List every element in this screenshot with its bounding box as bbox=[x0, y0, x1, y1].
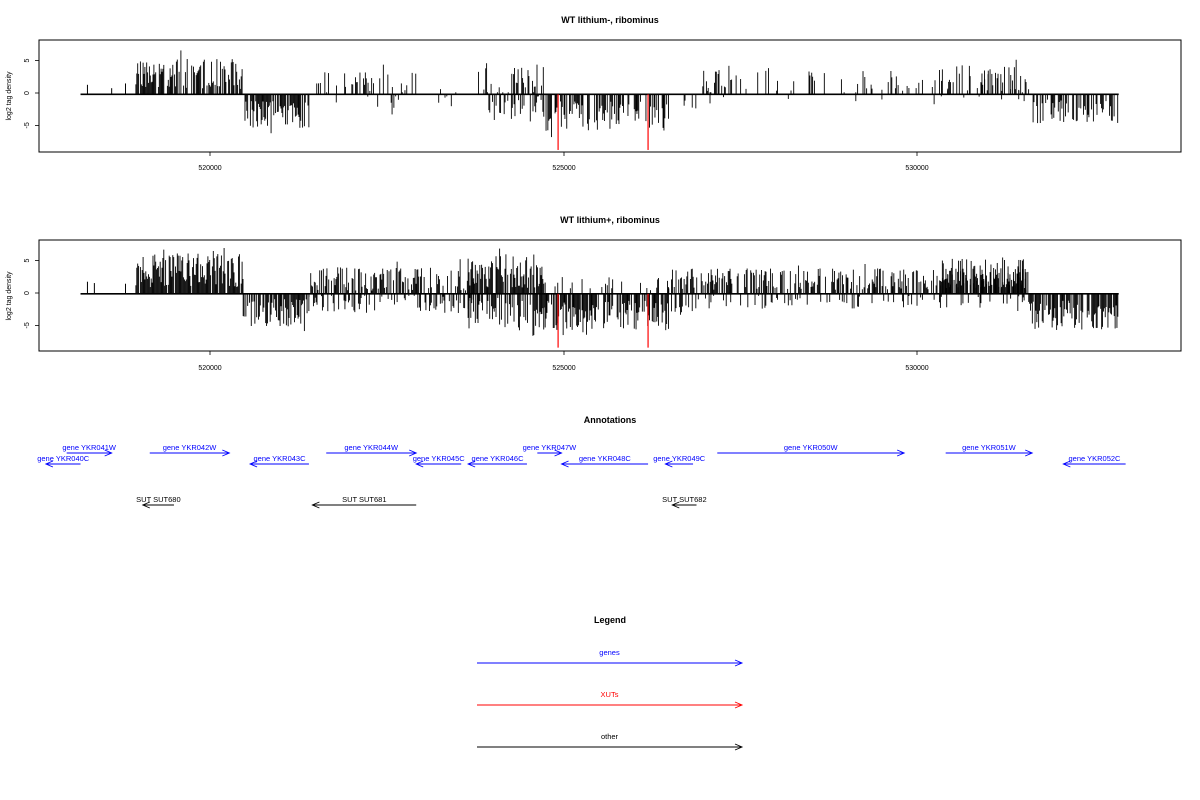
gene-label: gene YKR045C bbox=[413, 454, 466, 463]
legend-title: Legend bbox=[594, 615, 626, 625]
gene-label: gene YKR044W bbox=[344, 443, 399, 452]
panel-title: WT lithium+, ribominus bbox=[560, 215, 660, 225]
annotation-features: gene YKR040C gene YKR041W gene YKR042W gene… bbox=[37, 443, 1126, 509]
y-tick-label: -5 bbox=[24, 322, 31, 328]
legend-item: genes bbox=[477, 648, 744, 667]
gene-arrow: gene YKR043C bbox=[248, 454, 309, 468]
gene-label: gene YKR040C bbox=[37, 454, 90, 463]
gene-arrow: gene YKR045C bbox=[413, 454, 466, 468]
gene-label: gene YKR041W bbox=[62, 443, 117, 452]
y-axis: 5 0 -5 bbox=[24, 59, 39, 129]
legend-label: XUTs bbox=[601, 690, 619, 699]
gene-label: gene YKR051W bbox=[962, 443, 1017, 452]
legend: Legend genes XUTs other bbox=[477, 615, 744, 751]
gene-label: gene YKR049C bbox=[653, 454, 706, 463]
gene-arrow: gene YKR049C bbox=[653, 454, 706, 468]
plot-frame bbox=[38, 39, 1182, 153]
gene-label: gene YKR050W bbox=[784, 443, 839, 452]
sut-label: SUT SUT681 bbox=[342, 495, 386, 504]
gene-label: gene YKR043C bbox=[254, 454, 307, 463]
legend-label: genes bbox=[599, 648, 620, 657]
gene-arrow: gene YKR040C bbox=[37, 454, 90, 468]
density-bars bbox=[80, 50, 1119, 150]
track-panel-lithium-minus: WT lithium-, ribominus log2 tag density … bbox=[6, 15, 1182, 172]
sut-arrow: SUT SUT681 bbox=[311, 495, 417, 509]
y-axis: 5 0 -5 bbox=[24, 259, 39, 329]
x-tick-label: 525000 bbox=[552, 365, 575, 372]
sut-label: SUT SUT680 bbox=[136, 495, 180, 504]
x-tick-label: 520000 bbox=[198, 165, 221, 172]
gene-arrow: gene YKR051W bbox=[945, 443, 1034, 457]
x-tick-label: 530000 bbox=[905, 165, 928, 172]
y-tick-label: 5 bbox=[24, 59, 31, 63]
gene-arrow: gene YKR042W bbox=[149, 443, 231, 457]
y-tick-label: -5 bbox=[24, 122, 31, 128]
gene-label: gene YKR047W bbox=[523, 443, 578, 452]
gene-arrow: gene YKR048C bbox=[560, 454, 649, 468]
y-tick-label: 0 bbox=[24, 91, 31, 95]
legend-arrowhead bbox=[734, 701, 744, 709]
legend-arrowhead bbox=[734, 659, 744, 667]
legend-item: other bbox=[477, 732, 744, 751]
x-tick-label: 530000 bbox=[905, 365, 928, 372]
y-tick-label: 0 bbox=[24, 291, 31, 295]
x-axis: 520000 525000 530000 bbox=[198, 152, 929, 172]
annotations-title: Annotations bbox=[584, 415, 637, 425]
x-axis: 520000 525000 530000 bbox=[198, 351, 929, 372]
gene-label: gene YKR052C bbox=[1068, 454, 1121, 463]
density-bars bbox=[80, 248, 1119, 348]
gene-arrow: gene YKR046C bbox=[466, 454, 527, 468]
gene-label: gene YKR046C bbox=[472, 454, 525, 463]
gene-arrow: gene YKR047W bbox=[523, 443, 578, 457]
sut-arrow: SUT SUT682 bbox=[662, 495, 707, 509]
sut-arrow: SUT SUT680 bbox=[136, 495, 181, 509]
gene-arrow: gene YKR044W bbox=[326, 443, 418, 457]
plot-frame bbox=[38, 239, 1182, 352]
gene-arrow: gene YKR052C bbox=[1062, 454, 1126, 468]
gene-label: gene YKR048C bbox=[579, 454, 632, 463]
panel-title: WT lithium-, ribominus bbox=[561, 15, 659, 25]
y-axis-label: log2 tag density bbox=[6, 271, 13, 321]
x-tick-label: 520000 bbox=[198, 365, 221, 372]
legend-label: other bbox=[601, 732, 619, 741]
y-axis-label: log2 tag density bbox=[6, 71, 13, 121]
gene-label: gene YKR042W bbox=[163, 443, 218, 452]
sut-label: SUT SUT682 bbox=[662, 495, 706, 504]
legend-items: genes XUTs other bbox=[477, 648, 744, 751]
track-panel-lithium-plus: WT lithium+, ribominus log2 tag density … bbox=[6, 215, 1182, 372]
x-tick-label: 525000 bbox=[552, 165, 575, 172]
legend-arrowhead bbox=[734, 743, 744, 751]
legend-item: XUTs bbox=[477, 690, 744, 709]
gene-arrow: gene YKR041W bbox=[62, 443, 117, 457]
gene-arrow: gene YKR050W bbox=[717, 443, 906, 457]
y-tick-label: 5 bbox=[24, 259, 31, 263]
